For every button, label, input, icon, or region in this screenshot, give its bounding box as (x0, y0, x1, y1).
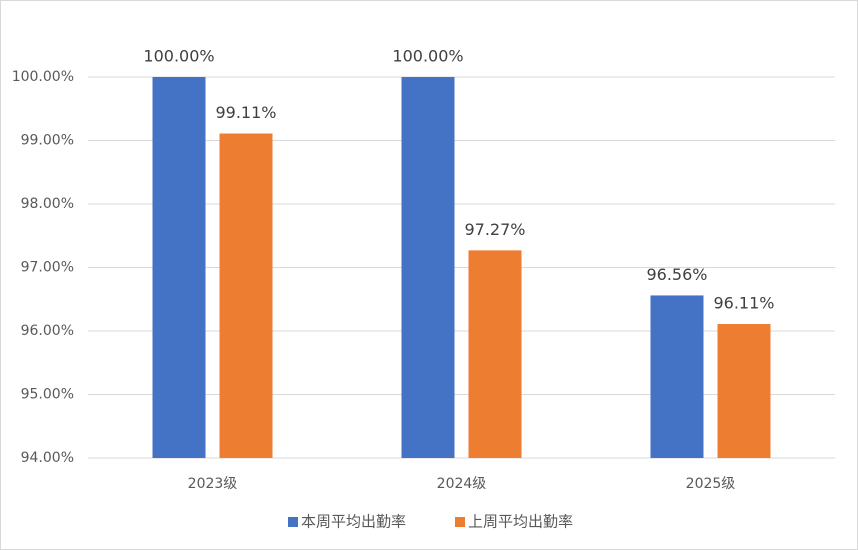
bar (152, 77, 206, 458)
legend-swatch (288, 517, 298, 527)
bar (650, 295, 704, 458)
y-tick-label: 99.00% (21, 133, 74, 149)
y-tick-label: 100.00% (12, 69, 74, 85)
y-tick-label: 94.00% (21, 450, 74, 466)
x-tick-label: 2024级 (437, 476, 487, 492)
y-tick-label: 97.00% (21, 260, 74, 276)
y-tick-label: 96.00% (21, 323, 74, 339)
legend-label: 上周平均出勤率 (468, 513, 573, 531)
data-label: 99.11% (215, 103, 276, 122)
data-label: 96.11% (713, 294, 774, 313)
data-label: 100.00% (392, 47, 463, 66)
bar (401, 77, 455, 458)
legend-swatch (455, 517, 465, 527)
x-tick-label: 2025级 (686, 476, 736, 492)
data-label: 96.56% (646, 265, 707, 284)
bar (468, 250, 522, 458)
data-label: 97.27% (464, 220, 525, 239)
bar (219, 133, 273, 458)
x-tick-label: 2023级 (188, 476, 238, 492)
bar (717, 324, 771, 458)
y-tick-label: 98.00% (21, 196, 74, 212)
legend-label: 本周平均出勤率 (301, 513, 406, 531)
y-tick-label: 95.00% (21, 387, 74, 403)
data-label: 100.00% (143, 47, 214, 66)
